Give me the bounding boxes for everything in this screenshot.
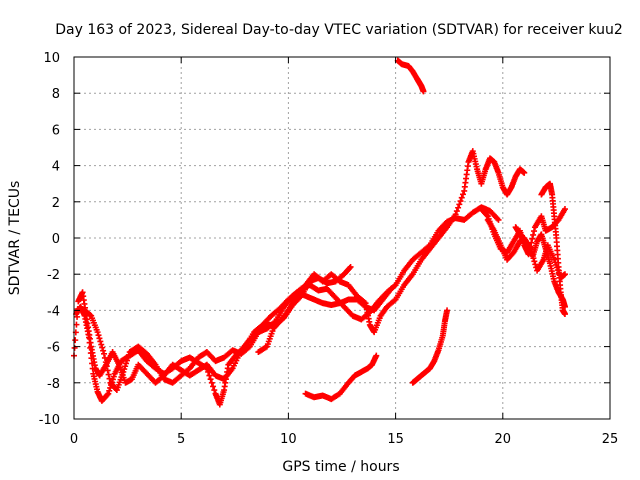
data-point <box>106 375 113 382</box>
y-tick-label: 10 <box>43 51 60 66</box>
data-point <box>110 373 117 380</box>
data-point <box>561 311 568 318</box>
data-point <box>455 204 462 211</box>
data-point <box>101 354 108 361</box>
data-point <box>211 387 218 394</box>
y-tick-label: -8 <box>47 377 60 392</box>
y-tick-label: 2 <box>52 196 60 211</box>
data-point <box>95 332 102 339</box>
data-point <box>104 367 111 374</box>
y-tick-labels: -10 -8 -6 -4 -2 0 2 4 6 8 10 <box>39 51 60 428</box>
data-point <box>206 372 213 379</box>
data-point <box>458 194 465 201</box>
data-point <box>346 264 353 271</box>
x-tick-label: 20 <box>495 432 512 447</box>
data-point <box>121 366 128 373</box>
x-tick-label: 0 <box>70 432 78 447</box>
data-point <box>531 228 538 235</box>
data-point <box>86 339 93 346</box>
data-point <box>531 258 538 265</box>
data-point <box>86 334 93 341</box>
data-point <box>105 390 112 397</box>
data-point <box>124 354 131 361</box>
data-point <box>87 350 94 357</box>
data-point <box>457 198 464 205</box>
data-point <box>459 191 466 198</box>
x-tick-label: 10 <box>280 432 297 447</box>
series-trace-9 <box>394 57 427 95</box>
data-point <box>420 88 427 95</box>
data-point <box>444 307 451 314</box>
data-point <box>103 363 110 370</box>
chart-title: Day 163 of 2023, Sidereal Day-to-day VTE… <box>55 22 623 38</box>
y-tick-label: 0 <box>52 232 60 247</box>
x-axis-label: GPS time / hours <box>282 459 399 475</box>
axis-ticks <box>73 56 611 420</box>
x-tick-label: 15 <box>387 432 404 447</box>
x-tick-label: 25 <box>602 432 619 447</box>
data-point <box>102 359 109 366</box>
data-point <box>521 169 528 176</box>
data-point <box>96 335 103 342</box>
data-point <box>452 211 459 218</box>
data-point <box>105 371 112 378</box>
data-point <box>532 261 539 268</box>
y-tick-label: 8 <box>52 87 60 102</box>
data-point <box>561 206 568 213</box>
data-point <box>97 338 104 345</box>
data-point <box>106 387 113 394</box>
data-point <box>561 271 568 278</box>
series-trace-8 <box>538 180 568 318</box>
y-tick-label: -6 <box>47 341 60 356</box>
data-point <box>122 363 129 370</box>
x-tick-labels: 0 5 10 15 20 25 <box>70 432 618 447</box>
series-trace-11 <box>409 307 451 386</box>
x-tick-label: 5 <box>177 432 185 447</box>
series-trace-4 <box>255 148 528 356</box>
y-tick-label: 6 <box>52 123 60 138</box>
data-point <box>373 352 380 359</box>
data-point <box>104 391 111 398</box>
data-point <box>72 337 79 344</box>
data-point <box>208 379 215 386</box>
data-point <box>388 285 395 292</box>
data-series <box>71 57 568 408</box>
data-point <box>453 208 460 215</box>
data-point <box>203 365 210 372</box>
data-point <box>123 360 130 367</box>
series-trace-3 <box>81 263 354 394</box>
data-point <box>205 368 212 375</box>
data-point <box>98 341 105 348</box>
series-trace-10 <box>302 352 380 403</box>
data-point <box>101 350 108 357</box>
data-point <box>89 365 96 372</box>
data-point <box>529 235 536 242</box>
y-tick-label: -2 <box>47 268 60 283</box>
y-tick-label: -10 <box>39 413 60 428</box>
data-point <box>456 201 463 208</box>
data-point <box>100 347 107 354</box>
y-tick-label: 4 <box>52 160 60 175</box>
y-axis-label: SDTVAR / TECUs <box>7 181 23 296</box>
data-point <box>123 357 130 364</box>
data-point <box>207 376 214 383</box>
data-point <box>495 216 502 223</box>
data-point <box>120 368 127 375</box>
data-point <box>71 344 78 351</box>
data-point <box>210 383 217 390</box>
data-point <box>125 351 132 358</box>
data-point <box>530 231 537 238</box>
series-trace-7 <box>512 224 568 310</box>
data-point <box>89 360 96 367</box>
data-point <box>88 355 95 362</box>
data-point <box>347 263 354 270</box>
data-point <box>87 344 94 351</box>
data-point <box>94 329 101 336</box>
data-point <box>99 344 106 351</box>
data-point <box>483 212 490 219</box>
y-tick-label: -4 <box>47 304 60 319</box>
